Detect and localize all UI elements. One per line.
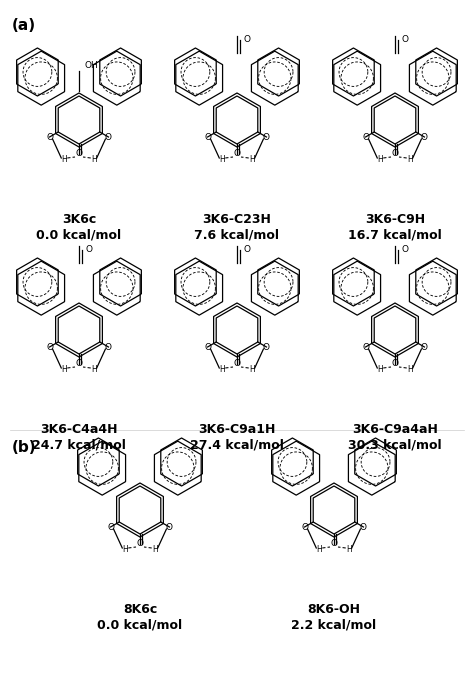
Text: OH: OH [85,61,99,71]
Text: H: H [317,545,322,555]
Text: H: H [62,365,67,375]
Text: O: O [362,342,369,352]
Text: O: O [204,133,211,142]
Text: 0.0 kcal/mol: 0.0 kcal/mol [36,229,121,242]
Text: O: O [137,539,144,549]
Text: O: O [46,133,53,142]
Text: 8K6-OH: 8K6-OH [308,603,361,616]
Text: O: O [75,150,82,158]
Text: O: O [330,539,337,549]
Text: H: H [249,156,255,164]
Text: O: O [107,522,114,532]
Text: O: O [105,342,112,352]
Text: H: H [377,156,383,164]
Text: H: H [407,156,412,164]
Text: (b): (b) [12,440,36,455]
Text: 3K6-C23H: 3K6-C23H [202,213,272,226]
Text: O: O [204,342,211,352]
Text: O: O [401,36,409,44]
Text: O: O [46,342,53,352]
Text: O: O [244,36,250,44]
Text: 3K6-C4a4H: 3K6-C4a4H [40,423,118,436]
Text: H: H [377,365,383,375]
Text: H: H [62,156,67,164]
Text: H: H [122,545,128,555]
Text: 24.7 kcal/mol: 24.7 kcal/mol [32,439,126,452]
Text: H: H [407,365,412,375]
Text: (a): (a) [12,18,36,33]
Text: O: O [234,150,240,158]
Text: O: O [301,522,308,532]
Text: O: O [421,133,428,142]
Text: O: O [166,522,173,532]
Text: O: O [85,245,92,255]
Text: H: H [346,545,352,555]
Text: H: H [152,545,157,555]
Text: H: H [219,365,225,375]
Text: H: H [249,365,255,375]
Text: H: H [91,156,97,164]
Text: O: O [263,342,270,352]
Text: O: O [362,133,369,142]
Text: O: O [105,133,112,142]
Text: 16.7 kcal/mol: 16.7 kcal/mol [348,229,442,242]
Text: 3K6-C9a4aH: 3K6-C9a4aH [352,423,438,436]
Text: O: O [75,359,82,369]
Text: H: H [91,365,97,375]
Text: 3K6c: 3K6c [62,213,96,226]
Text: O: O [234,359,240,369]
Text: H: H [219,156,225,164]
Text: 30.3 kcal/mol: 30.3 kcal/mol [348,439,442,452]
Text: 8K6c: 8K6c [123,603,157,616]
Text: O: O [421,342,428,352]
Text: 0.0 kcal/mol: 0.0 kcal/mol [98,619,182,632]
Text: O: O [360,522,367,532]
Text: O: O [244,245,250,255]
Text: O: O [392,150,399,158]
Text: 2.2 kcal/mol: 2.2 kcal/mol [292,619,376,632]
Text: O: O [263,133,270,142]
Text: 27.4 kcal/mol: 27.4 kcal/mol [190,439,284,452]
Text: O: O [392,359,399,369]
Text: 3K6-C9H: 3K6-C9H [365,213,425,226]
Text: 7.6 kcal/mol: 7.6 kcal/mol [194,229,280,242]
Text: O: O [401,245,409,255]
Text: 3K6-C9a1H: 3K6-C9a1H [198,423,276,436]
